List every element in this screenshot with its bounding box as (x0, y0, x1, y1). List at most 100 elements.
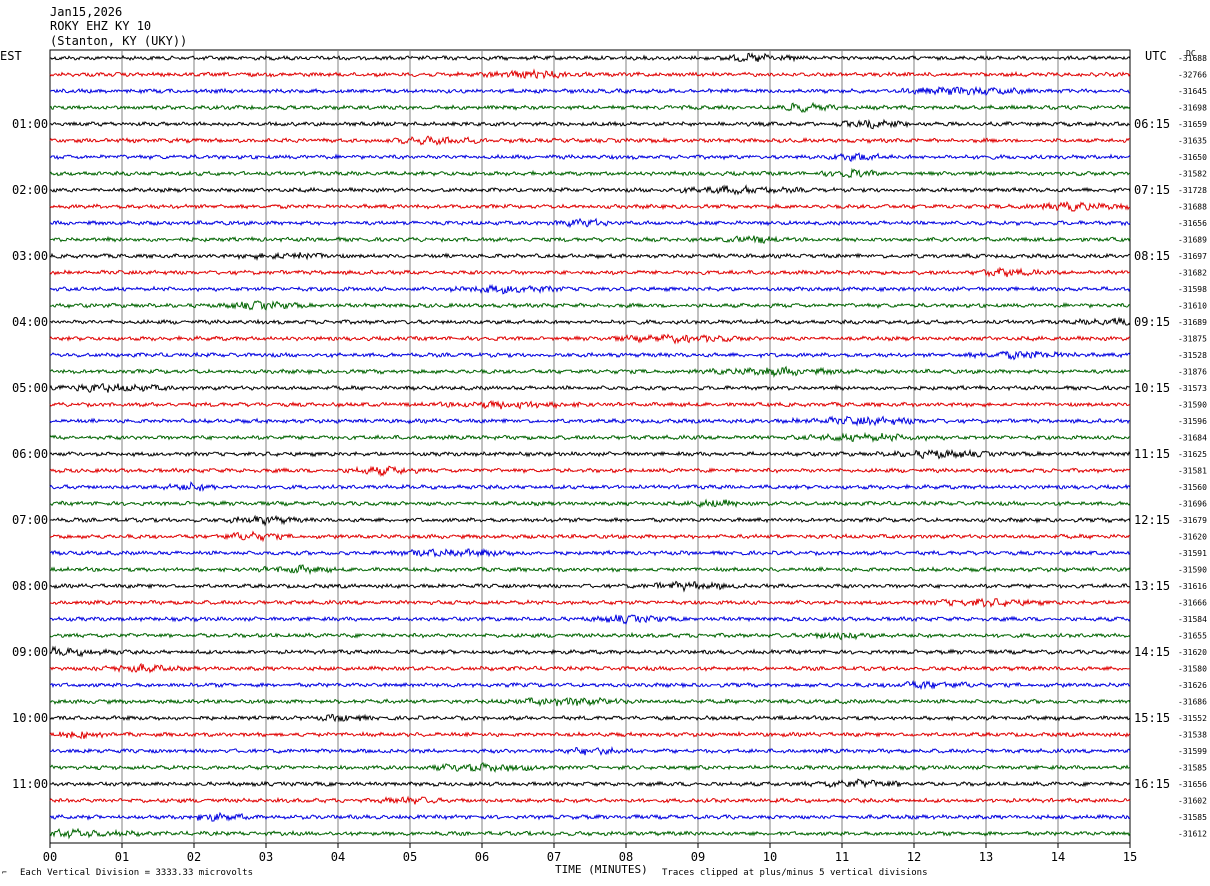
trace-line (49, 448, 1131, 460)
x-tick-label: 10 (763, 850, 777, 864)
dc-offset-label: -31528 (1178, 351, 1207, 360)
dc-offset-label: -31688 (1178, 203, 1207, 212)
dc-offset-label: -31573 (1178, 384, 1207, 393)
x-tick-label: 08 (619, 850, 633, 864)
scale-mark: ⌐ (2, 868, 7, 877)
dc-offset-label: -31599 (1178, 747, 1207, 756)
trace-line (49, 827, 1131, 840)
right-hour-label: 11:15 (1134, 447, 1171, 461)
right-hour-label: 13:15 (1134, 579, 1171, 593)
trace-line (49, 365, 1131, 378)
dc-offset-label: -31698 (1178, 104, 1207, 113)
trace-line (49, 118, 1131, 130)
trace-line (50, 514, 1131, 527)
trace-line (50, 52, 1131, 63)
x-tick-label: 14 (1051, 850, 1065, 864)
plot-frame (49, 49, 1131, 844)
right-hour-label: 09:15 (1134, 315, 1171, 329)
trace-line (49, 679, 1131, 691)
right-timezone: UTC (1145, 49, 1167, 63)
right-hour-label: 08:15 (1134, 249, 1171, 263)
header-location: (Stanton, KY (UKY)) (50, 34, 188, 48)
dc-offset-label: -31645 (1178, 87, 1207, 96)
x-tick-label: 04 (331, 850, 345, 864)
trace-line (49, 597, 1131, 608)
trace-line (49, 283, 1131, 295)
left-hour-label: 06:00 (12, 447, 49, 461)
dc-offset-label: -31560 (1178, 483, 1207, 492)
clip-note: Traces clipped at plus/minus 5 vertical … (662, 868, 928, 878)
trace-line (49, 266, 1131, 278)
x-tick-label: 13 (979, 850, 993, 864)
right-hour-label: 14:15 (1134, 645, 1171, 659)
trace-line (49, 662, 1131, 674)
trace-line (50, 235, 1131, 244)
trace-line (49, 431, 1131, 443)
dc-offset-label: -31538 (1178, 731, 1207, 740)
dc-offset-label: -31682 (1178, 269, 1207, 278)
dc-offset-label: -31552 (1178, 714, 1207, 723)
dc-offset-labels: -31688 -32766 -31645 -31698 -31659 -31635 -316… (1178, 54, 1207, 839)
left-hour-label: 05:00 (12, 381, 49, 395)
dc-offset-label: -31626 (1178, 681, 1207, 690)
trace-line (49, 564, 1131, 576)
trace-line (49, 811, 1131, 822)
trace-line (50, 350, 1131, 361)
trace-line (49, 530, 1131, 543)
dc-offset-label: -31876 (1178, 368, 1207, 377)
x-tick-label: 05 (403, 850, 417, 864)
dc-offset-label: -31591 (1178, 549, 1207, 558)
trace-line (49, 481, 1131, 492)
dc-offset-label: -31656 (1178, 219, 1207, 228)
dc-offset-label: -31596 (1178, 417, 1207, 426)
trace-line (49, 713, 1131, 723)
dc-offset-label: -31728 (1178, 186, 1207, 195)
dc-offset-label: -31612 (1178, 830, 1207, 839)
trace-line (49, 152, 1131, 163)
dc-offset-label: -31625 (1178, 450, 1207, 459)
right-hour-label: 06:15 (1134, 117, 1171, 131)
trace-line (49, 251, 1131, 261)
left-hour-label: 02:00 (12, 183, 49, 197)
trace-line (49, 631, 1131, 641)
trace-line (49, 167, 1131, 179)
left-hour-label: 03:00 (12, 249, 49, 263)
dc-offset-label: -31580 (1178, 665, 1207, 674)
dc-offset-label: -31585 (1178, 764, 1207, 773)
dc-offset-label: -31616 (1178, 582, 1207, 591)
left-timezone: EST (0, 49, 22, 63)
dc-header: DC (1186, 49, 1196, 58)
header-station: ROKY EHZ KY 10 (50, 19, 152, 33)
x-tick-label: 11 (835, 850, 849, 864)
trace-line (49, 696, 1131, 708)
header-date: Jan15,2026 (50, 5, 123, 19)
dc-offset-label: -31602 (1178, 797, 1207, 806)
trace-line (49, 300, 1131, 311)
dc-offset-label: -31656 (1178, 780, 1207, 789)
scale-note: Each Vertical Division = 3333.33 microvo… (20, 868, 253, 878)
dc-offset-label: -31610 (1178, 302, 1207, 311)
dc-offset-label: -31582 (1178, 170, 1207, 179)
dc-offset-label: -31696 (1178, 500, 1207, 509)
trace-line (49, 645, 1131, 658)
trace-line (49, 745, 1131, 757)
dc-offset-label: -31679 (1178, 516, 1207, 525)
dc-offset-label: -31689 (1178, 318, 1207, 327)
dc-offset-label: -31666 (1178, 599, 1207, 608)
trace-line (49, 101, 1131, 114)
trace-line (49, 547, 1131, 558)
dc-offset-label: -31655 (1178, 632, 1207, 641)
x-tick-label: 09 (691, 850, 705, 864)
trace-line (49, 465, 1131, 477)
dc-offset-label: -31635 (1178, 137, 1207, 146)
x-tick-label: 06 (475, 850, 489, 864)
dc-offset-label: -31684 (1178, 434, 1207, 443)
left-hour-label: 09:00 (12, 645, 49, 659)
trace-line (49, 135, 1131, 146)
trace-line (49, 415, 1131, 427)
x-axis-ticks: 00 01 02 03 04 05 06 07 08 09 10 11 12 13 14 15 (43, 843, 1137, 864)
left-hour-label: 04:00 (12, 315, 49, 329)
dc-offset-label: -31581 (1178, 467, 1207, 476)
left-hour-label: 08:00 (12, 579, 49, 593)
dc-offset-label: -31686 (1178, 698, 1207, 707)
